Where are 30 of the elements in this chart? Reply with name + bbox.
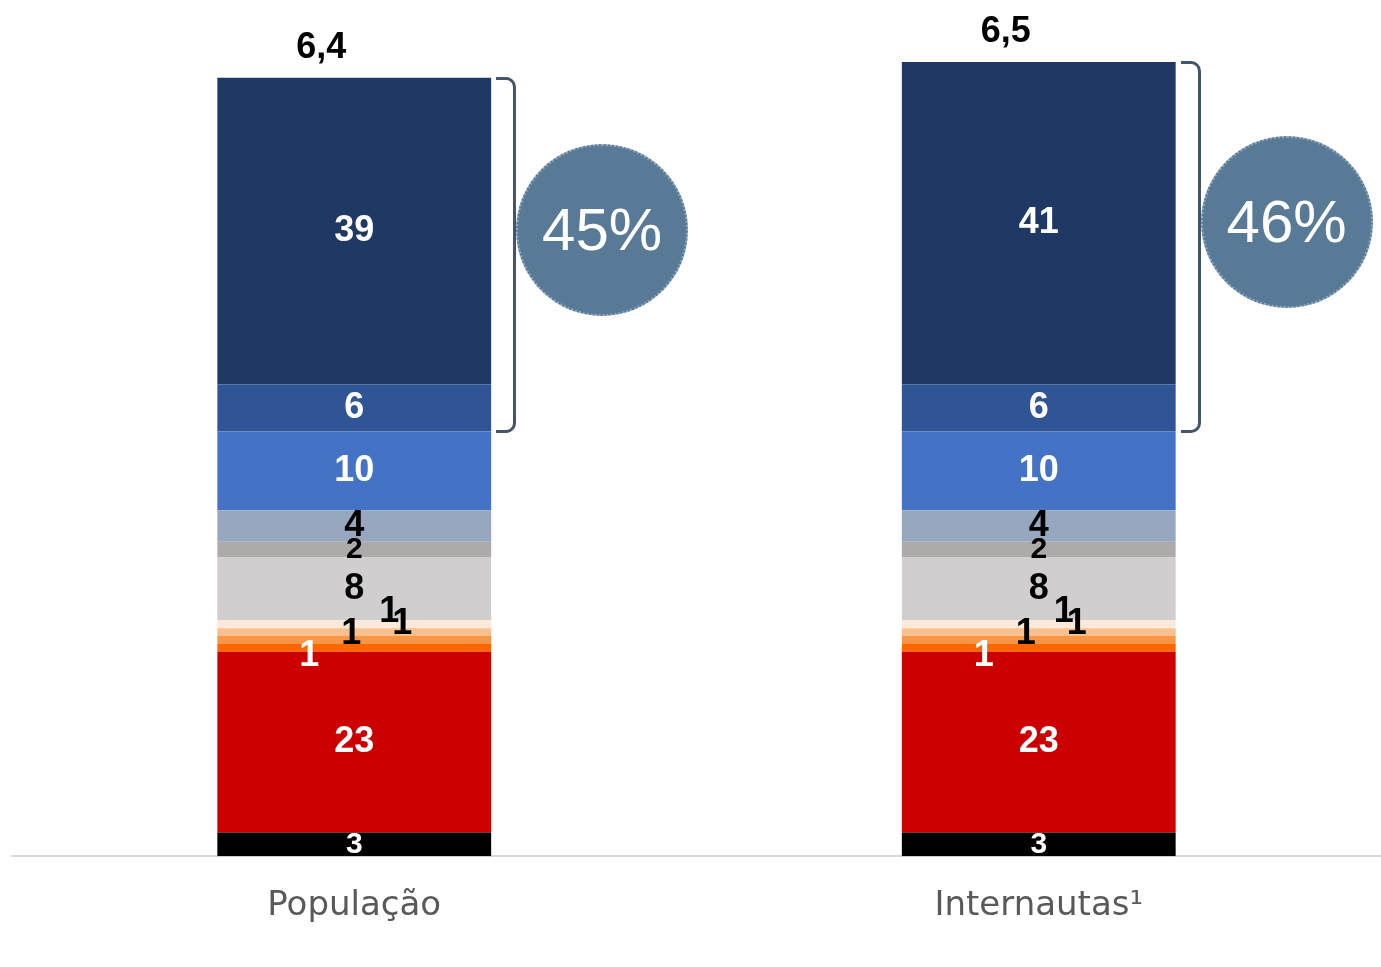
x-tick-label: População: [267, 883, 442, 924]
bar: [901, 62, 1176, 385]
data-label: 3: [1030, 825, 1048, 859]
annotation: 6,5: [980, 8, 1031, 50]
data-label: 23: [334, 719, 375, 761]
data-label: 6: [344, 384, 365, 426]
data-label: 8: [1028, 565, 1049, 607]
data-label: 1: [973, 632, 994, 674]
data-label: 10: [334, 447, 375, 489]
data-label: 1: [341, 610, 362, 652]
bar: [217, 832, 492, 857]
bar: [901, 832, 1176, 857]
data-label: 10: [1018, 447, 1059, 489]
data-label: 6: [1028, 384, 1049, 426]
data-label: 1: [1015, 610, 1036, 652]
bar: [217, 431, 492, 511]
data-label: 3: [345, 825, 363, 859]
x-tick-label: Internautas¹: [934, 883, 1144, 924]
data-label: 39: [334, 207, 375, 249]
data-label: 8: [344, 565, 365, 607]
data-label: 41: [1018, 200, 1059, 242]
data-label: 1: [299, 632, 320, 674]
bar: [217, 77, 492, 385]
circle-badge: 46%: [1200, 135, 1373, 308]
bar: [217, 384, 492, 432]
bar: [901, 384, 1176, 432]
circle-badge: 45%: [516, 143, 689, 316]
bar: [901, 431, 1176, 511]
data-label: 23: [1018, 719, 1059, 761]
annotation: 6,4: [296, 24, 347, 66]
